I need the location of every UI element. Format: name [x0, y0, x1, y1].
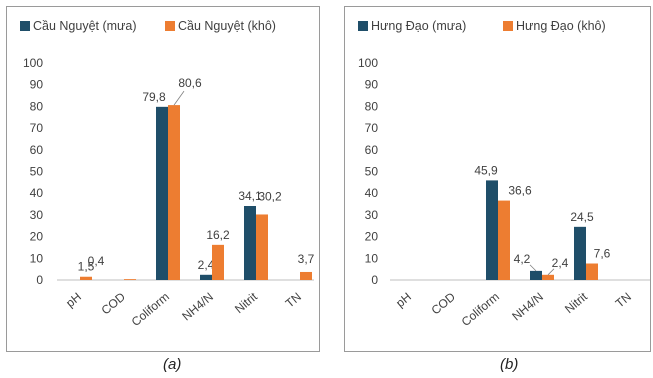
- bar-a-0-4: [244, 206, 256, 280]
- legend-label-b-1: Hưng Đạo (khô): [516, 19, 606, 33]
- bar-a-1-5: [300, 271, 312, 280]
- y-tick-a-9: 90: [30, 78, 44, 92]
- data-label-a-1-5: 3,7: [298, 252, 315, 266]
- data-label-b-0-4: 24,5: [570, 210, 594, 224]
- bar-a-1-2: [168, 105, 180, 281]
- leader-line-b-nh4: [529, 264, 537, 272]
- y-tick-b-3: 30: [365, 208, 379, 222]
- x-tick-b-2: Coliform: [459, 290, 502, 329]
- y-tick-b-10: 100: [358, 56, 378, 70]
- data-label-a-1-2: 80,6: [178, 76, 202, 90]
- legend-swatch-a-0: [20, 21, 30, 31]
- chart-panel-b: [344, 6, 651, 352]
- data-label-a-0-4: 34,1: [238, 189, 262, 203]
- y-tick-a-8: 80: [30, 99, 44, 113]
- leader-line-b-nh4-dry: [547, 268, 555, 276]
- y-tick-a-7: 70: [30, 121, 44, 135]
- y-tick-a-0: 0: [36, 273, 43, 287]
- x-tick-b-5: TN: [613, 290, 634, 311]
- x-tick-b-4: Nitrit: [562, 289, 590, 316]
- legend-label-b-0: Hưng Đạo (mưa): [371, 19, 466, 33]
- y-tick-b-7: 70: [365, 121, 379, 135]
- legend-swatch-a-1: [165, 21, 175, 31]
- y-tick-a-3: 30: [30, 208, 44, 222]
- x-tick-a-5: TN: [283, 290, 304, 311]
- y-tick-a-4: 40: [30, 186, 44, 200]
- bar-b-1-3: [542, 274, 554, 280]
- data-label-a-1-3: 16,2: [206, 228, 230, 242]
- data-label-b-0-2: 45,9: [474, 163, 498, 177]
- caption-a: (a): [163, 356, 182, 373]
- y-tick-b-0: 0: [371, 273, 378, 287]
- y-tick-a-1: 10: [30, 251, 44, 265]
- bar-a-1-4: [256, 214, 268, 280]
- x-tick-a-4: Nitrit: [232, 289, 260, 316]
- x-tick-b-1: COD: [428, 289, 458, 317]
- y-tick-b-6: 60: [365, 143, 379, 157]
- x-tick-a-3: NH4/N: [179, 290, 216, 324]
- y-tick-b-9: 90: [365, 78, 379, 92]
- caption-b: (b): [500, 356, 519, 373]
- y-tick-b-2: 20: [365, 230, 379, 244]
- leader-line-a-coliform: [173, 90, 185, 106]
- y-tick-a-5: 50: [30, 165, 44, 179]
- data-label-a-0-2: 79,8: [142, 90, 166, 104]
- y-tick-b-1: 10: [365, 251, 379, 265]
- data-label-a-1-1: 0,4: [88, 254, 105, 268]
- bar-a-0-3: [200, 274, 212, 280]
- bar-b-1-4: [586, 263, 598, 280]
- legend-swatch-b-0: [358, 21, 368, 31]
- legend-swatch-b-1: [503, 21, 513, 31]
- y-tick-b-8: 80: [365, 99, 379, 113]
- x-tick-b-0: pH: [393, 290, 414, 311]
- bar-a-1-3: [212, 244, 224, 280]
- data-label-b-1-3: 2,4: [552, 256, 569, 270]
- bar-b-1-2: [498, 200, 510, 280]
- data-label-b-1-2: 36,6: [508, 184, 532, 198]
- x-tick-a-0: pH: [63, 290, 84, 311]
- y-tick-a-10: 100: [23, 56, 43, 70]
- bar-b-0-2: [486, 180, 498, 280]
- y-tick-a-2: 20: [30, 230, 44, 244]
- bar-a-0-2: [156, 106, 168, 280]
- y-tick-a-6: 60: [30, 143, 44, 157]
- legend-label-a-1: Cầu Nguyệt (khô): [178, 19, 276, 33]
- y-tick-b-4: 40: [365, 186, 379, 200]
- data-label-a-1-4: 30,2: [258, 189, 282, 203]
- y-tick-b-5: 50: [365, 165, 379, 179]
- data-label-a-1-0: 1,5: [78, 260, 95, 274]
- data-label-b-1-4: 7,6: [594, 247, 611, 261]
- data-label-b-0-3: 4,2: [514, 252, 531, 266]
- data-label-a-0-3: 2,4: [198, 258, 215, 272]
- legend-label-a-0: Cầu Nguyệt (mưa): [33, 19, 137, 33]
- bar-b-0-4: [574, 226, 586, 280]
- bar-a-1-0: [80, 276, 92, 280]
- x-tick-b-3: NH4/N: [509, 290, 546, 324]
- bar-b-0-3: [530, 270, 542, 280]
- x-tick-a-1: COD: [98, 289, 128, 317]
- bar-a-1-1: [124, 279, 136, 280]
- x-tick-a-2: Coliform: [129, 290, 172, 329]
